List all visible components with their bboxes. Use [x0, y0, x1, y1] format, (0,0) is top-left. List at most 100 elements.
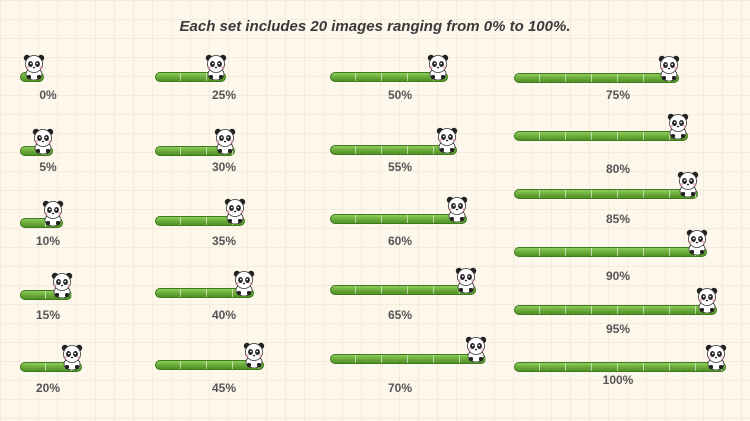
progress-label: 15% [35, 308, 61, 322]
bamboo-node [180, 361, 181, 369]
bamboo-node [643, 306, 644, 314]
bamboo-node [485, 355, 486, 363]
bamboo-node [232, 289, 233, 297]
bamboo-node [695, 363, 696, 371]
panda-icon [426, 54, 450, 81]
bamboo-node [617, 306, 618, 314]
bamboo-node [591, 132, 592, 140]
bamboo-node [71, 291, 72, 299]
panda-icon [676, 171, 700, 198]
bamboo-node [433, 215, 434, 223]
bamboo-node [695, 190, 696, 198]
bamboo-node [643, 363, 644, 371]
bamboo-node [180, 289, 181, 297]
bamboo-node [433, 355, 434, 363]
bamboo-node [180, 217, 181, 225]
bamboo-node [617, 248, 618, 256]
bamboo-node [407, 355, 408, 363]
panda-icon [657, 55, 681, 82]
bamboo-node [407, 73, 408, 81]
progress-label: 50% [387, 88, 413, 102]
bamboo-node [591, 306, 592, 314]
progress-label: 25% [211, 88, 237, 102]
bamboo-node [669, 363, 670, 371]
bamboo-node [643, 248, 644, 256]
bamboo-node [591, 74, 592, 82]
panda-icon [704, 344, 728, 371]
bamboo-stalk-icon [514, 247, 707, 257]
bamboo-node [206, 217, 207, 225]
bamboo-node [565, 248, 566, 256]
panda-icon [204, 54, 228, 81]
bamboo-node [355, 355, 356, 363]
bamboo-node [232, 147, 233, 155]
bamboo-node [355, 215, 356, 223]
bamboo-node [355, 286, 356, 294]
bamboo-node [407, 146, 408, 154]
bamboo-node [180, 73, 181, 81]
bamboo-node [459, 355, 460, 363]
bamboo-node [695, 306, 696, 314]
bamboo-node [539, 190, 540, 198]
bamboo-node [539, 248, 540, 256]
bamboo-stalk-icon [155, 288, 254, 298]
bamboo-stalk-icon [514, 131, 688, 141]
progress-label: 0% [39, 88, 57, 102]
bamboo-node [539, 306, 540, 314]
bamboo-node [206, 289, 207, 297]
panda-icon [435, 127, 459, 154]
bamboo-node [591, 248, 592, 256]
bamboo-node [539, 363, 540, 371]
bamboo-node [180, 147, 181, 155]
progress-label: 100% [602, 373, 634, 387]
bamboo-stalk-icon [514, 73, 679, 83]
bamboo-node [643, 132, 644, 140]
progress-label: 10% [35, 234, 61, 248]
progress-label: 85% [605, 212, 631, 226]
panda-icon [445, 196, 469, 223]
panda-icon [454, 267, 478, 294]
bamboo-node [381, 146, 382, 154]
bamboo-node [643, 74, 644, 82]
bamboo-node [669, 190, 670, 198]
bamboo-node [565, 306, 566, 314]
panda-icon [41, 200, 65, 227]
progress-label: 55% [387, 160, 413, 174]
panda-icon [60, 344, 84, 371]
bamboo-stalk-icon [155, 146, 235, 156]
panda-icon [695, 287, 719, 314]
progress-label: 35% [211, 234, 237, 248]
bamboo-node [565, 74, 566, 82]
bamboo-node [381, 355, 382, 363]
progress-label: 70% [387, 381, 413, 395]
bamboo-stalk-icon [155, 72, 226, 82]
bamboo-node [617, 74, 618, 82]
bamboo-node [381, 73, 382, 81]
bamboo-node [591, 363, 592, 371]
page-title: Each set includes 20 images ranging from… [179, 18, 571, 35]
bamboo-node [617, 190, 618, 198]
progress-label: 80% [605, 162, 631, 176]
panda-icon [223, 198, 247, 225]
progress-label: 75% [605, 88, 631, 102]
bamboo-node [669, 132, 670, 140]
progress-label: 45% [211, 381, 237, 395]
bamboo-stalk-icon [514, 305, 717, 315]
bamboo-node [539, 74, 540, 82]
bamboo-node [669, 248, 670, 256]
bamboo-node [45, 363, 46, 371]
bamboo-node [591, 190, 592, 198]
bamboo-node [565, 190, 566, 198]
panda-icon [464, 336, 488, 363]
bamboo-stalk-icon [330, 145, 457, 155]
bamboo-node [407, 286, 408, 294]
panda-icon [31, 128, 55, 155]
bamboo-node [565, 363, 566, 371]
bamboo-stalk-icon [330, 354, 486, 364]
panda-icon [22, 54, 46, 81]
bamboo-node [433, 146, 434, 154]
bamboo-node [381, 215, 382, 223]
bamboo-node [643, 190, 644, 198]
bamboo-node [539, 132, 540, 140]
bamboo-node [407, 215, 408, 223]
